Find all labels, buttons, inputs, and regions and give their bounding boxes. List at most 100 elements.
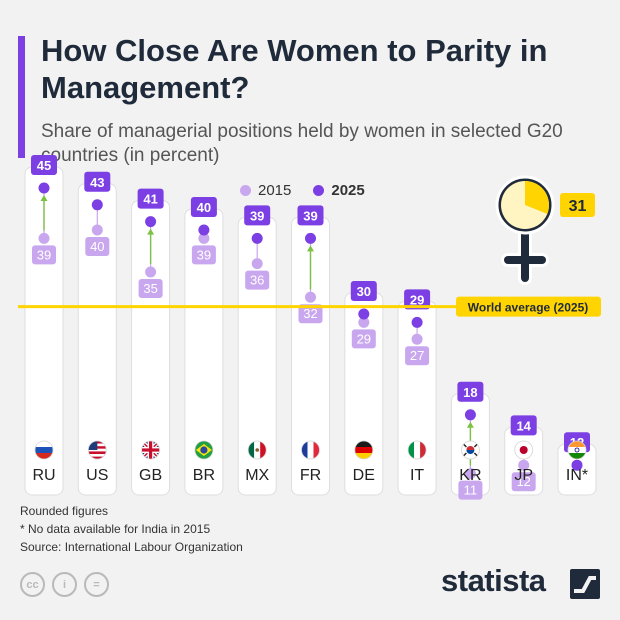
flag-india-icon	[567, 440, 587, 460]
dot-2025	[358, 308, 370, 320]
value-2025-label: 41	[143, 192, 157, 207]
flag-shape	[35, 441, 53, 459]
country-column: 43 40 US	[77, 171, 117, 496]
page-subtitle: Share of managerial positions held by wo…	[41, 121, 563, 166]
flag-band	[519, 446, 528, 454]
flag-band	[88, 448, 107, 452]
dot-2025	[145, 216, 157, 228]
value-2015-badge	[511, 472, 536, 492]
flag-japan-icon	[514, 440, 534, 460]
value-2015-badge	[245, 270, 270, 290]
dot-2025	[464, 409, 476, 421]
value-2015-label: 40	[90, 239, 104, 254]
country-label: JP	[514, 467, 533, 484]
flag-shape	[194, 441, 213, 459]
cc-icon[interactable]: cc	[20, 572, 45, 597]
legend: 2015 2025	[240, 182, 387, 199]
flag-outline	[194, 440, 214, 460]
country-label: KR	[459, 467, 481, 484]
flag-band	[313, 441, 320, 459]
dot-2025	[305, 232, 316, 244]
value-2015-label: 35	[143, 281, 157, 296]
pie-slice-world	[525, 181, 549, 214]
flag-band	[88, 441, 98, 450]
value-2015-badge	[405, 346, 430, 366]
value-2015-badge	[138, 279, 163, 298]
flag-shape	[408, 441, 427, 459]
attribution-icon[interactable]: i	[52, 572, 77, 597]
country-column: 39 32 FR	[291, 205, 330, 496]
flag-germany-icon	[354, 440, 374, 460]
brand-logo[interactable]: statista	[441, 563, 546, 598]
flag-south-korea-icon	[460, 440, 480, 460]
dot-2025	[571, 459, 583, 471]
legend-dot-2015	[240, 185, 251, 196]
flag-outline	[514, 440, 534, 460]
statista-logo-icon	[570, 569, 600, 599]
flag-italy-icon	[407, 440, 427, 460]
flag-band	[35, 447, 53, 453]
increase-arrow-head	[147, 228, 155, 235]
value-2025-label: 30	[357, 284, 371, 299]
dot-2015	[518, 459, 530, 471]
country-column: 41 35 GB	[131, 188, 171, 496]
country-column: 45 39 RU	[24, 155, 64, 496]
value-2025-badge	[31, 155, 57, 175]
dot-2025	[38, 182, 50, 194]
value-2015-badge	[351, 329, 376, 349]
dot-2015	[91, 224, 103, 236]
increase-arrow-head	[466, 421, 474, 428]
value-2015-label: 12	[516, 474, 530, 489]
value-2025-label: 39	[303, 208, 317, 223]
value-2025-badge	[297, 205, 324, 226]
flag-shape	[514, 441, 533, 459]
value-2015-label: 39	[37, 247, 51, 262]
country-label: FR	[300, 467, 321, 484]
value-2015-label: 39	[197, 247, 211, 262]
flag-outline	[247, 440, 267, 460]
value-2015-badge	[458, 480, 483, 500]
flag-usa-icon	[87, 440, 107, 460]
value-2025-badge	[190, 197, 217, 217]
accent-bar	[18, 36, 25, 158]
country-label: DE	[353, 467, 375, 484]
flag-france-icon	[301, 440, 320, 460]
dot-2025	[91, 199, 103, 211]
flag-band	[354, 447, 373, 453]
flag-shape	[568, 441, 586, 459]
flag-band	[88, 451, 107, 454]
legend-dot-2025	[313, 185, 325, 196]
increase-arrow-head	[40, 195, 48, 201]
value-2015-label: 32	[303, 306, 317, 321]
flag-band	[260, 441, 267, 459]
flag-band	[88, 454, 107, 457]
country-label: RU	[32, 467, 55, 484]
legend-item-2025: 2025	[313, 182, 365, 199]
value-2015-badge	[85, 237, 110, 256]
source-note: Source: International Labour Organizatio…	[20, 540, 243, 554]
no-derivatives-icon[interactable]: =	[84, 572, 109, 597]
value-2025-badge	[404, 289, 431, 310]
dot-2025	[251, 232, 263, 244]
flag-band	[462, 443, 478, 457]
license-icons: cc i =	[20, 572, 116, 597]
pie-value-badge	[560, 193, 595, 217]
country-label: US	[86, 467, 108, 484]
dot-2015	[411, 333, 423, 345]
flag-band	[420, 441, 427, 459]
flag-band	[307, 441, 314, 459]
venus-symbol-icon: 31	[495, 175, 595, 285]
dot-2025	[198, 224, 210, 236]
legend-label-2015: 2015	[258, 182, 292, 199]
world-average-label: World average (2025)	[468, 301, 589, 315]
legend-item-2015: 2015	[240, 182, 291, 199]
flag-band	[408, 441, 415, 459]
flag-band	[568, 453, 586, 459]
country-column: 39 36 MX	[237, 205, 277, 496]
chart-area: 45 39 RU 43 40 US 41 35 GB 40 39 BR 39 36 MX 39 32 FR 30 29…	[18, 155, 601, 500]
value-2025-label: 40	[197, 200, 211, 215]
value-2025-label: 39	[250, 208, 264, 223]
value-2015-badge	[191, 245, 216, 265]
